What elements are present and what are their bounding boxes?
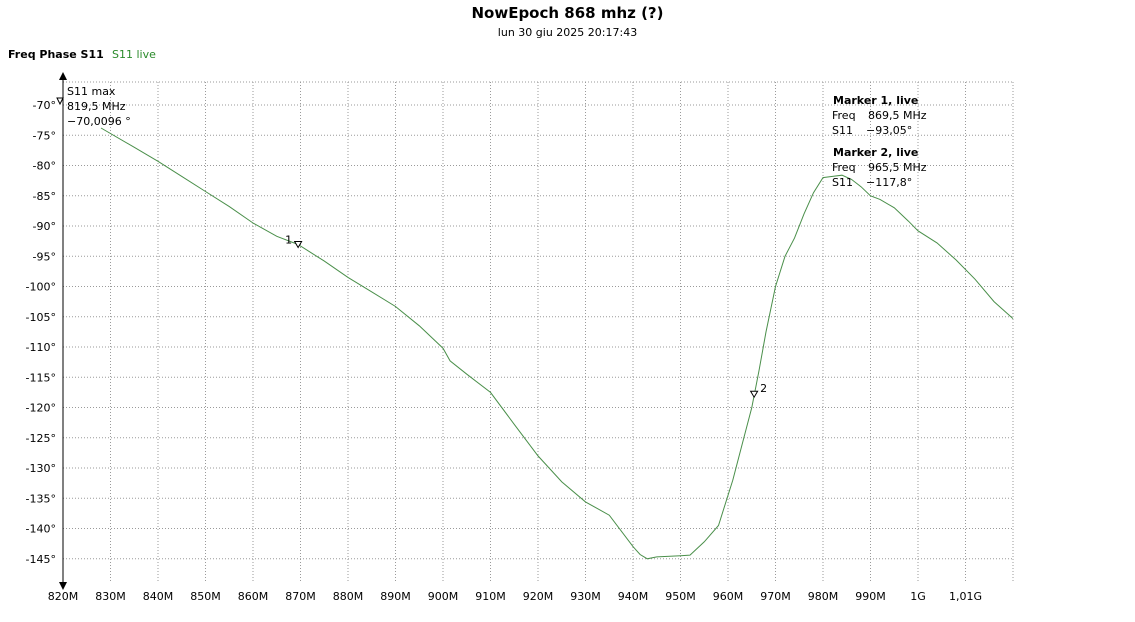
max-marker-freq: 819,5 MHz (67, 100, 126, 113)
marker-2-readout: Marker 2, live Freq 965,5 MHz S11 −117,8… (832, 146, 927, 189)
marker-1-label: 1 (285, 233, 292, 246)
y-axis-up-arrow-icon (59, 72, 67, 80)
x-tick-label: 1G (910, 590, 926, 603)
y-tick-label: -80° (33, 160, 56, 173)
y-tick-label: -110° (26, 341, 56, 354)
x-tick-labels: 820M 830M 840M 850M 860M 870M 880M 890M 900M 910M… (48, 590, 982, 603)
y-tick-label: -100° (26, 281, 56, 294)
x-tick-label: 880M (333, 590, 364, 603)
x-tick-label: 960M (713, 590, 744, 603)
y-tick-label: -145° (26, 553, 56, 566)
x-tick-label: 970M (760, 590, 791, 603)
max-marker-title: S11 max (67, 85, 116, 98)
marker-1-freq-value: 869,5 MHz (868, 109, 927, 122)
y-tick-label: -70° (33, 99, 56, 112)
x-tick-label: 910M (475, 590, 506, 603)
x-tick-label: 890M (380, 590, 411, 603)
x-tick-label: 950M (665, 590, 696, 603)
axes (59, 72, 67, 590)
marker-2-triangle-icon[interactable] (749, 390, 759, 399)
marker-1-freq-label: Freq (832, 109, 856, 122)
y-tick-label: -125° (26, 432, 56, 445)
y-tick-label: -85° (33, 190, 56, 203)
x-tick-label: 1,01G (949, 590, 982, 603)
y-tick-label: -135° (26, 492, 56, 505)
x-tick-label: 820M (48, 590, 79, 603)
y-tick-label: -115° (26, 371, 56, 384)
x-tick-label: 870M (285, 590, 316, 603)
y-tick-label: -90° (33, 220, 56, 233)
trace-markers[interactable]: 12 (285, 233, 767, 399)
max-marker-annotation: S11 max 819,5 MHz −70,0096 ° (56, 85, 131, 128)
x-tick-label: 930M (570, 590, 601, 603)
x-tick-label: 830M (95, 590, 126, 603)
x-tick-label: 920M (523, 590, 554, 603)
marker-2-freq-value: 965,5 MHz (868, 161, 927, 174)
grid (63, 81, 1014, 582)
x-tick-label: 850M (190, 590, 221, 603)
y-tick-label: -120° (26, 402, 56, 415)
x-tick-label: 940M (618, 590, 649, 603)
x-tick-label: 980M (808, 590, 839, 603)
y-tick-label: -130° (26, 462, 56, 475)
y-tick-label: -140° (26, 523, 56, 536)
x-tick-label: 840M (143, 590, 174, 603)
marker-2-s11-value: −117,8° (866, 176, 912, 189)
y-tick-label: -75° (33, 129, 56, 142)
x-tick-label: 990M (855, 590, 886, 603)
measurement-label: Freq Phase S11 (8, 48, 104, 61)
marker-1-s11-label: S11 (832, 124, 853, 137)
marker-2-freq-label: Freq (832, 161, 856, 174)
marker-2-s11-label: S11 (832, 176, 853, 189)
series-legend-label: S11 live (112, 48, 156, 61)
marker-2-label: 2 (760, 382, 767, 395)
y-tick-labels: -70° -75° -80° -85° -90° -95° -100° -105° -110° -… (26, 99, 56, 566)
y-axis-down-arrow-icon (59, 582, 67, 590)
max-marker-icon (56, 97, 64, 106)
max-marker-value: −70,0096 ° (67, 115, 131, 128)
marker-2-title: Marker 2, live (833, 146, 918, 159)
x-tick-label: 900M (428, 590, 459, 603)
s11-trace (100, 127, 1014, 560)
marker-1-triangle-icon[interactable] (293, 240, 303, 249)
x-tick-label: 860M (238, 590, 269, 603)
y-tick-label: -105° (26, 311, 56, 324)
chart-title: NowEpoch 868 mhz (?) (471, 4, 664, 22)
marker-1-readout: Marker 1, live Freq 869,5 MHz S11 −93,05… (832, 94, 927, 137)
y-tick-label: -95° (33, 250, 56, 263)
chart-timestamp: lun 30 giu 2025 20:17:43 (497, 26, 638, 39)
marker-1-s11-value: −93,05° (866, 124, 912, 137)
marker-1-title: Marker 1, live (833, 94, 918, 107)
